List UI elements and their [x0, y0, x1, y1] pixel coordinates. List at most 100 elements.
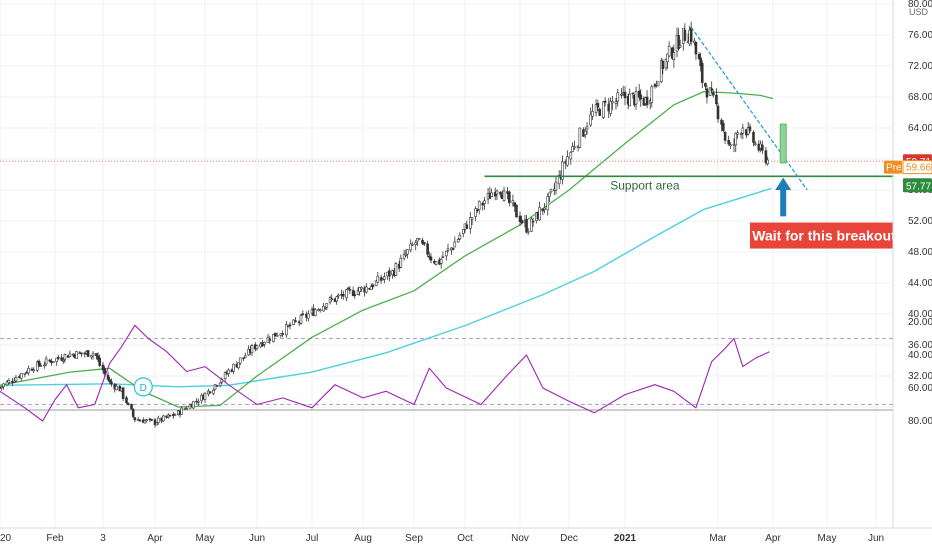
candle	[694, 41, 698, 60]
candle	[573, 140, 576, 151]
time-tick-label: Jun	[868, 533, 884, 544]
rsi-tick-label: 60.00	[908, 383, 932, 394]
price-tick-label: 40.00	[908, 309, 932, 320]
candle	[126, 402, 130, 406]
candle	[376, 271, 380, 283]
candle	[683, 23, 687, 42]
candle	[637, 83, 641, 102]
candle	[288, 322, 292, 330]
candle	[374, 279, 378, 287]
event-marker-d[interactable]: D	[133, 377, 153, 397]
price-axis[interactable]	[893, 0, 932, 550]
candle	[274, 332, 277, 337]
price-tick-label: 72.00	[908, 61, 932, 72]
candle	[766, 156, 769, 166]
callout-text: Wait for this breakout	[752, 228, 896, 244]
candle	[358, 286, 362, 296]
candle	[723, 131, 727, 144]
candle	[739, 132, 743, 139]
candle	[98, 354, 101, 368]
price-tick-label: 32.00	[908, 371, 932, 382]
candle	[746, 121, 750, 136]
candle	[255, 345, 259, 351]
candle	[145, 419, 148, 423]
candle	[388, 267, 391, 282]
candle	[7, 378, 11, 385]
candle	[101, 361, 105, 374]
time-tick-label: 2021	[614, 533, 637, 544]
price-tick-label: 36.00	[908, 340, 932, 351]
candle	[197, 398, 200, 406]
candle	[313, 308, 317, 317]
candle	[495, 189, 499, 200]
candle	[96, 352, 100, 363]
candle	[91, 351, 95, 360]
candle	[337, 293, 340, 299]
candle	[422, 241, 426, 247]
rsi-tick-label: 20.00	[908, 317, 932, 328]
candle	[402, 249, 406, 261]
candle	[722, 120, 725, 133]
candle	[75, 350, 78, 359]
candle	[477, 200, 481, 215]
candle	[27, 365, 30, 376]
candle	[250, 343, 254, 356]
candle	[639, 89, 643, 107]
candle	[453, 236, 457, 248]
candle	[268, 335, 272, 345]
candle	[108, 376, 112, 385]
candle	[596, 99, 600, 112]
candle	[659, 57, 663, 84]
candle	[426, 240, 429, 258]
candle	[531, 217, 535, 227]
candle	[499, 191, 502, 198]
candle	[441, 251, 445, 259]
price-tick-label: 64.00	[908, 123, 932, 134]
candle	[461, 229, 465, 238]
candle	[628, 88, 632, 107]
time-tick-label: Aug	[354, 533, 372, 544]
candle	[153, 417, 157, 428]
candle	[715, 88, 718, 107]
candle	[130, 403, 133, 410]
grid	[0, 0, 893, 528]
candle	[653, 83, 657, 89]
price-tick-label: 80.00	[908, 0, 932, 10]
candle	[57, 354, 60, 361]
candle	[677, 28, 680, 51]
candle	[518, 211, 522, 226]
candle	[227, 368, 230, 377]
candle	[192, 401, 195, 410]
candle	[614, 97, 618, 110]
candle	[80, 352, 83, 357]
candle	[238, 357, 242, 366]
time-tick-label: Jun	[249, 533, 265, 544]
candle	[481, 201, 485, 211]
candle	[285, 320, 288, 338]
ma-green-line	[0, 90, 774, 408]
candle	[704, 82, 707, 90]
candle	[143, 419, 147, 424]
candle	[734, 132, 738, 153]
candle	[585, 122, 589, 135]
candle	[549, 188, 553, 194]
candle	[591, 103, 594, 120]
candle	[218, 382, 222, 388]
candle	[502, 186, 506, 202]
candle	[753, 140, 757, 147]
price-tag: 57.77	[903, 178, 932, 193]
candle	[63, 353, 67, 363]
candle	[631, 92, 635, 99]
candle	[764, 146, 768, 166]
candle	[623, 85, 627, 106]
candle	[39, 362, 43, 368]
candle	[328, 295, 332, 305]
candle	[48, 358, 51, 363]
candle	[68, 350, 72, 358]
candle	[656, 81, 660, 87]
candle	[736, 130, 739, 139]
candle	[299, 313, 303, 325]
candle	[60, 354, 63, 362]
candle	[508, 190, 511, 207]
